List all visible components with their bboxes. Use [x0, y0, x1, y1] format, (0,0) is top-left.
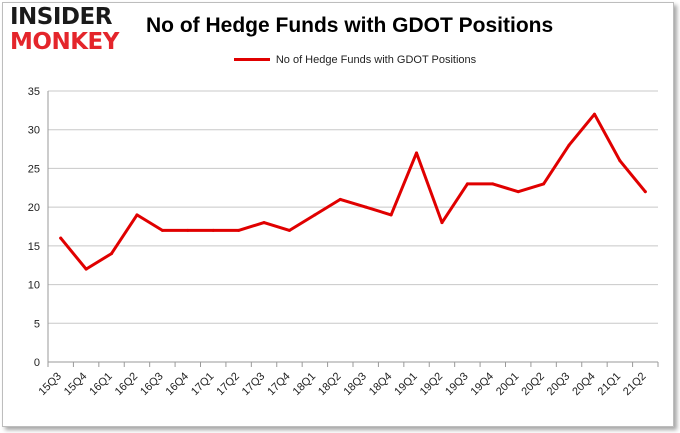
data-point	[110, 252, 114, 256]
data-point	[364, 205, 368, 209]
data-point	[313, 213, 317, 217]
y-tick-label: 10	[28, 280, 40, 292]
x-tick-label: 18Q4	[367, 370, 395, 398]
data-point	[542, 182, 546, 186]
x-tick-label: 17Q4	[265, 370, 293, 398]
x-tick-label: 17Q1	[189, 370, 217, 398]
axes	[47, 91, 659, 367]
data-point	[516, 190, 520, 194]
y-tick-label: 35	[28, 86, 40, 98]
data-point	[287, 228, 291, 232]
x-tick-label: 17Q3	[240, 370, 268, 398]
x-tick-label: 18Q2	[316, 370, 344, 398]
gridlines	[48, 90, 658, 324]
data-point	[262, 221, 266, 225]
chart-legend: No of Hedge Funds with GDOT Positions	[0, 52, 680, 66]
x-tick-label: 19Q1	[392, 370, 420, 398]
x-tick-label: 19Q3	[443, 370, 471, 398]
series	[59, 112, 647, 271]
data-point	[186, 228, 190, 232]
chart-frame	[2, 2, 674, 427]
series-line	[59, 112, 647, 271]
x-tick-label: 16Q2	[113, 370, 141, 398]
x-tick-label: 21Q2	[621, 370, 649, 398]
data-point	[440, 221, 444, 225]
x-tick-label: 18Q1	[291, 370, 319, 398]
data-point	[415, 151, 419, 155]
x-tick-label: 20Q2	[519, 370, 547, 398]
data-point	[135, 213, 139, 217]
data-point	[618, 159, 622, 163]
data-point	[465, 182, 469, 186]
data-point	[491, 182, 495, 186]
data-point	[59, 236, 63, 240]
x-tick-label: 21Q1	[596, 370, 624, 398]
x-tick-label: 17Q2	[214, 370, 242, 398]
x-tick-label: 20Q3	[545, 370, 573, 398]
x-tick-label: 15Q3	[36, 370, 64, 398]
data-point	[84, 267, 88, 271]
x-tick-labels: 15Q315Q416Q116Q216Q316Q417Q117Q217Q317Q4…	[36, 370, 648, 398]
x-tick-label: 19Q4	[469, 370, 497, 398]
y-tick-label: 25	[28, 163, 40, 175]
x-tick-label: 20Q4	[570, 370, 598, 398]
y-tick-label: 30	[28, 125, 40, 137]
x-tick-label: 16Q4	[164, 370, 192, 398]
x-tick-label: 18Q3	[341, 370, 369, 398]
data-point	[389, 213, 393, 217]
x-tick-label: 16Q3	[138, 370, 166, 398]
y-tick-label: 15	[28, 241, 40, 253]
data-point	[567, 143, 571, 147]
x-tick-label: 16Q1	[87, 370, 115, 398]
data-point	[237, 228, 241, 232]
y-tick-label: 20	[28, 202, 40, 214]
insider-monkey-logo: INSIDER MONKEY	[10, 6, 119, 54]
y-tick-label: 0	[34, 357, 40, 369]
legend-swatch	[233, 58, 270, 61]
data-point	[592, 112, 596, 116]
x-tick-label: 20Q1	[494, 370, 522, 398]
data-point	[211, 228, 215, 232]
data-point	[338, 197, 342, 201]
legend-label: No of Hedge Funds with GDOT Positions	[275, 53, 477, 66]
y-tick-labels: 0 5 10 15 20 25 30 35	[28, 86, 40, 369]
x-tick-label: 15Q4	[62, 370, 90, 398]
data-point	[160, 228, 164, 232]
y-tick-label: 5	[34, 318, 40, 330]
logo-text-monkey: MONKEY	[10, 29, 119, 55]
logo-text-insider: INSIDER	[10, 4, 112, 30]
x-tick-label: 19Q2	[418, 370, 446, 398]
data-point	[643, 190, 647, 194]
chart-title: No of Hedge Funds with GDOT Positions	[146, 14, 554, 37]
